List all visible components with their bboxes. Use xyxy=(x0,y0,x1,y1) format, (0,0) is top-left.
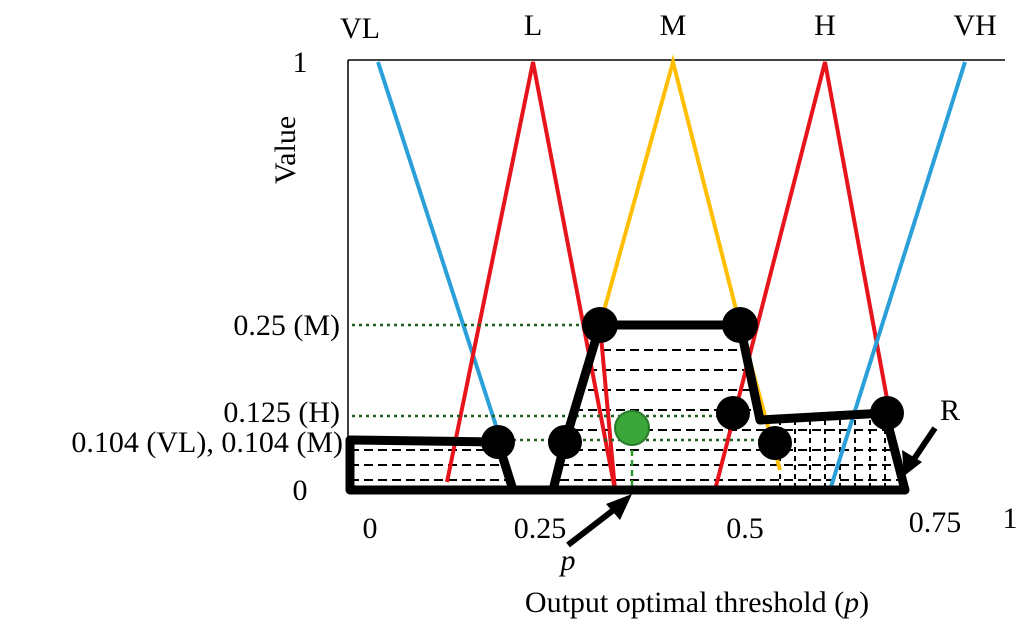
set-label: H xyxy=(814,9,836,42)
p-label: p xyxy=(559,544,576,577)
x-tick-label: 0.25 xyxy=(514,512,567,545)
level-label: 0.104 (VL), 0.104 (M) xyxy=(71,426,343,459)
x-tick-label: 0 xyxy=(363,512,378,545)
y-title: Value xyxy=(269,116,302,184)
x-tick-label: 0.75 xyxy=(909,506,962,539)
set-label: VL xyxy=(340,12,380,45)
aggregated-region xyxy=(345,320,910,495)
level-label: 0.25 (M) xyxy=(233,309,340,342)
x-title: Output optimal threshold (p) xyxy=(525,586,869,619)
level-label: 0.125 (H) xyxy=(223,396,340,429)
membership-lines xyxy=(376,54,967,491)
set-label: L xyxy=(524,9,542,42)
x-tick-label: 0.5 xyxy=(726,512,764,545)
points xyxy=(481,307,904,460)
y-top: 1 xyxy=(293,46,308,79)
set-label: M xyxy=(660,9,687,42)
centroid xyxy=(614,410,650,446)
set-label: VH xyxy=(953,9,996,42)
y-bottom: 0 xyxy=(293,474,308,507)
region-label: R xyxy=(940,394,960,427)
arrows xyxy=(566,426,938,548)
x-tick-label: 1 xyxy=(1003,502,1018,535)
axes xyxy=(347,59,1005,490)
labels: VL L M H VH 1 0 Value 0.25 (M) 0.125 (H)… xyxy=(71,9,1017,619)
